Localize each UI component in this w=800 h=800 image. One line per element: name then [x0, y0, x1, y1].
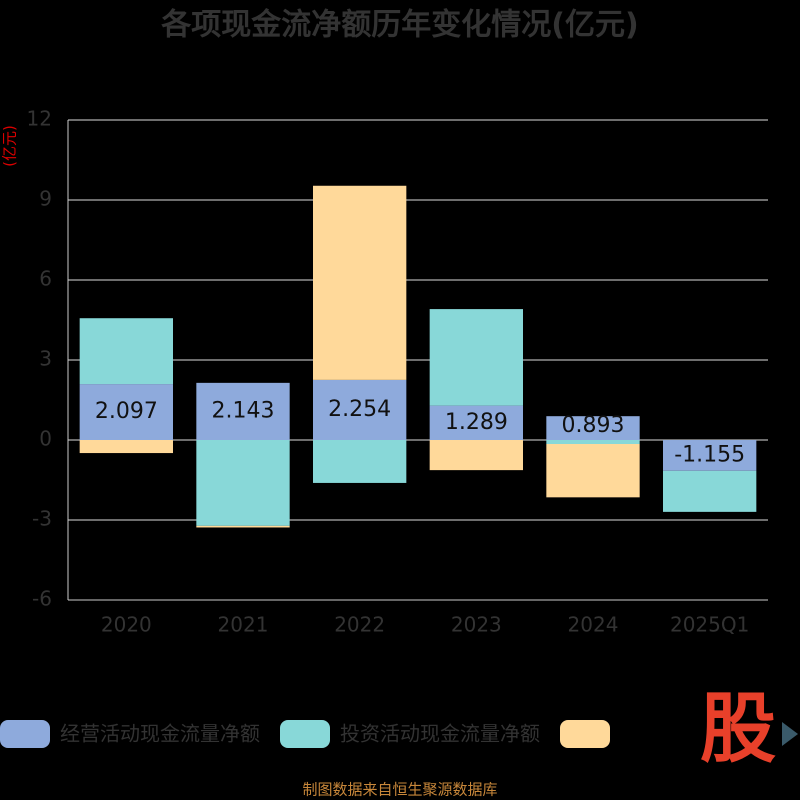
y-tick-label: 12	[27, 107, 52, 131]
bar	[196, 525, 290, 528]
value-label: 0.893	[562, 413, 625, 438]
y-tick-label: 3	[39, 347, 52, 371]
y-tick-label: 6	[39, 267, 52, 291]
bar	[79, 318, 173, 385]
bar	[79, 440, 173, 454]
bar	[196, 382, 290, 440]
value-label: 1.289	[445, 410, 508, 435]
bar	[429, 309, 523, 406]
x-tick-label: 2022	[334, 613, 385, 637]
value-label: 2.097	[95, 399, 158, 424]
y-tick-label: 9	[39, 187, 52, 211]
source: 制图数据来自恒生聚源数据库	[302, 781, 497, 799]
bar	[429, 440, 523, 471]
x-tick-label: 2020	[101, 613, 152, 637]
value-label: 2.143	[212, 398, 275, 423]
x-tick-label: 2023	[451, 613, 502, 637]
value-label: -1.155	[674, 442, 745, 467]
x-tick-label: 2025Q1	[670, 613, 749, 637]
y-axis-label: (亿元)	[1, 125, 19, 167]
bar	[546, 416, 640, 440]
bar	[546, 440, 640, 444]
watermark: 股	[700, 684, 776, 773]
legend-label: 投资活动现金流量净额	[340, 722, 540, 746]
bar	[313, 185, 407, 380]
x-tick-label: 2021	[218, 613, 269, 637]
y-tick-label: -3	[32, 507, 52, 531]
bar	[663, 470, 757, 512]
bar	[429, 405, 523, 440]
arrow	[782, 722, 798, 746]
bar	[313, 379, 407, 440]
bar	[663, 440, 757, 471]
chart-title: 各项现金流净额历年变化情况(亿元)	[160, 8, 638, 43]
y-tick-label: 0	[39, 427, 52, 451]
bar	[546, 444, 640, 498]
value-label: 2.254	[328, 397, 391, 422]
legend-swatch	[560, 720, 610, 748]
bar	[196, 440, 290, 526]
legend-label: 经营活动现金流量净额	[60, 722, 260, 746]
legend-swatch	[280, 720, 330, 748]
bar	[313, 440, 407, 483]
y-tick-label: -6	[32, 587, 52, 611]
x-tick-label: 2024	[568, 613, 619, 637]
bar	[79, 384, 173, 440]
legend-swatch	[0, 720, 50, 748]
